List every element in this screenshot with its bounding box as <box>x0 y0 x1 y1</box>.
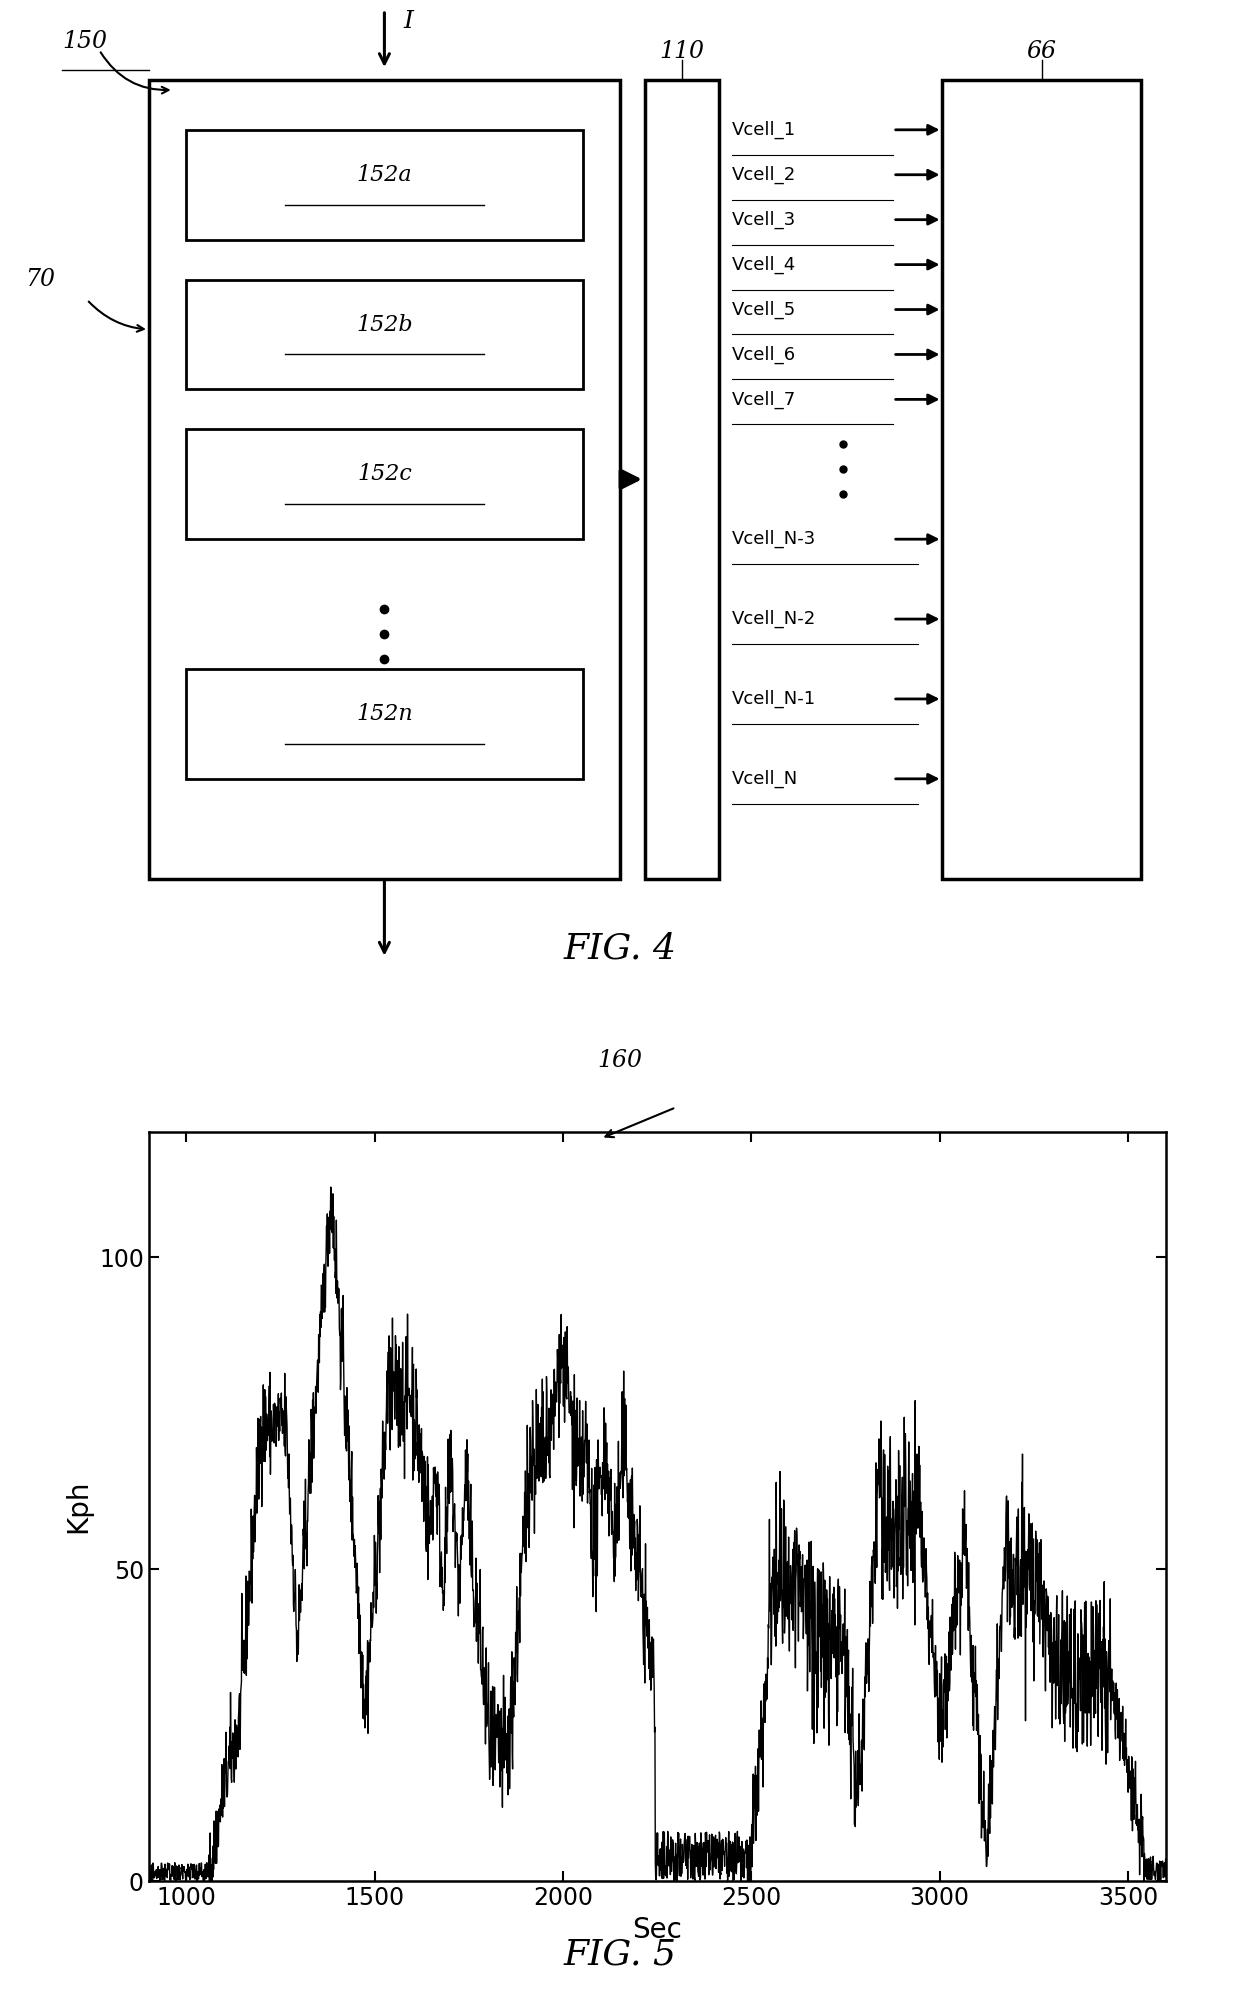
Text: Vcell_N-1: Vcell_N-1 <box>732 689 816 709</box>
Text: FIG. 4: FIG. 4 <box>563 931 677 967</box>
Bar <box>186 669 583 779</box>
Text: 160: 160 <box>598 1048 642 1072</box>
Text: Vcell_N: Vcell_N <box>732 769 797 789</box>
Text: Vcell_6: Vcell_6 <box>732 345 796 363</box>
Text: I: I <box>403 10 413 34</box>
Bar <box>186 130 583 240</box>
Text: Vcell_2: Vcell_2 <box>732 166 796 184</box>
Text: Vcell_4: Vcell_4 <box>732 256 796 274</box>
Text: Vcell_N-2: Vcell_N-2 <box>732 609 816 629</box>
Text: 152a: 152a <box>357 164 412 186</box>
Bar <box>942 80 1141 879</box>
Bar <box>149 80 620 879</box>
Text: 152b: 152b <box>356 314 413 335</box>
Text: 152n: 152n <box>356 703 413 725</box>
Text: 70: 70 <box>25 268 55 292</box>
Text: 66: 66 <box>1027 40 1056 64</box>
Bar <box>645 80 719 879</box>
Text: Vcell_N-3: Vcell_N-3 <box>732 529 816 549</box>
Text: 152c: 152c <box>357 463 412 485</box>
Text: 110: 110 <box>660 40 704 64</box>
Text: Vcell_5: Vcell_5 <box>732 300 796 320</box>
Text: 150: 150 <box>62 30 107 54</box>
Text: FIG. 5: FIG. 5 <box>563 1937 677 1971</box>
Y-axis label: Kph: Kph <box>64 1480 92 1534</box>
Text: Vcell_7: Vcell_7 <box>732 389 796 409</box>
Bar <box>186 280 583 389</box>
Text: Vcell_3: Vcell_3 <box>732 210 796 230</box>
Text: Vcell_1: Vcell_1 <box>732 120 796 140</box>
Bar <box>186 429 583 539</box>
X-axis label: Sec: Sec <box>632 1915 682 1943</box>
